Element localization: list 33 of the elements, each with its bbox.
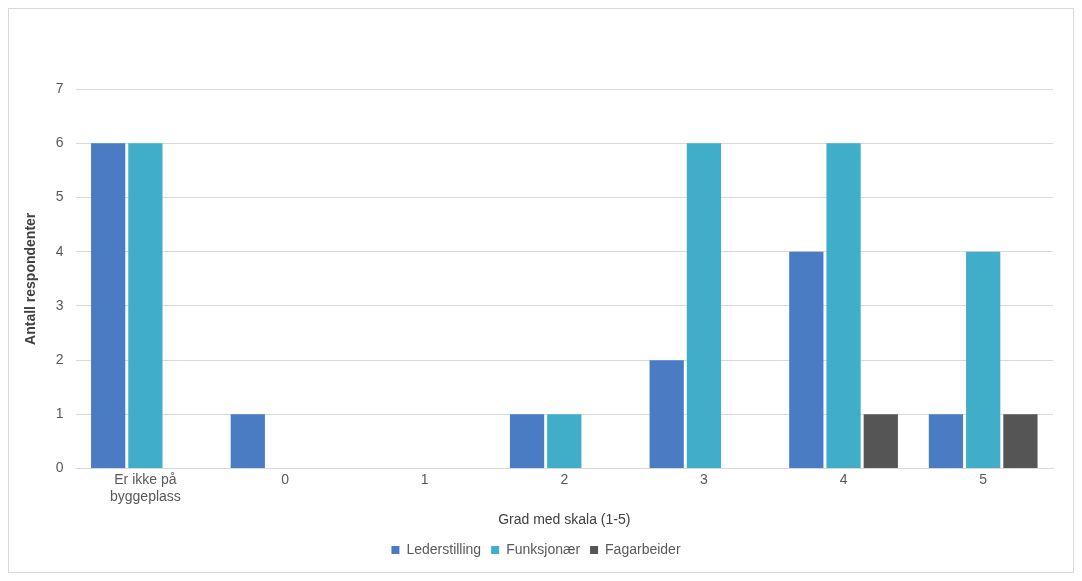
bar [128, 143, 163, 469]
y-tick-label: 4 [55, 242, 64, 259]
y-tick-label: 0 [55, 459, 64, 476]
bar [230, 414, 265, 469]
legend-label: Lederstilling [406, 540, 482, 557]
y-tick-label: 5 [55, 188, 64, 205]
y-tick-label: 3 [55, 296, 64, 313]
bar [789, 251, 824, 469]
x-tick-label: 5 [979, 470, 988, 487]
x-tick-label: 1 [420, 470, 429, 487]
x-tick-label: 2 [560, 470, 569, 487]
bar [826, 143, 861, 469]
x-tick-label: 0 [281, 470, 290, 487]
x-tick-label: 3 [700, 470, 709, 487]
bar [91, 143, 126, 469]
x-tick-label: Er ikke på byggeplass [109, 470, 181, 504]
y-tick-label: 6 [55, 134, 64, 151]
x-axis-title: Grad med skala (1-5) [498, 511, 631, 528]
bar [966, 251, 1001, 469]
y-axis-title: Antall respondenter [22, 212, 39, 345]
x-tick-label: 4 [839, 470, 848, 487]
y-tick-label: 7 [55, 79, 64, 96]
bar [686, 143, 722, 469]
bar [863, 414, 898, 469]
bar [547, 414, 582, 469]
legend-label: Funksjonær [506, 540, 581, 557]
legend-label: Fagarbeider [605, 540, 681, 557]
y-tick-label: 1 [55, 405, 64, 422]
bar [509, 414, 545, 469]
bar [928, 414, 964, 469]
bar [649, 360, 684, 469]
bar [1003, 414, 1038, 469]
y-tick-label: 2 [55, 351, 64, 367]
